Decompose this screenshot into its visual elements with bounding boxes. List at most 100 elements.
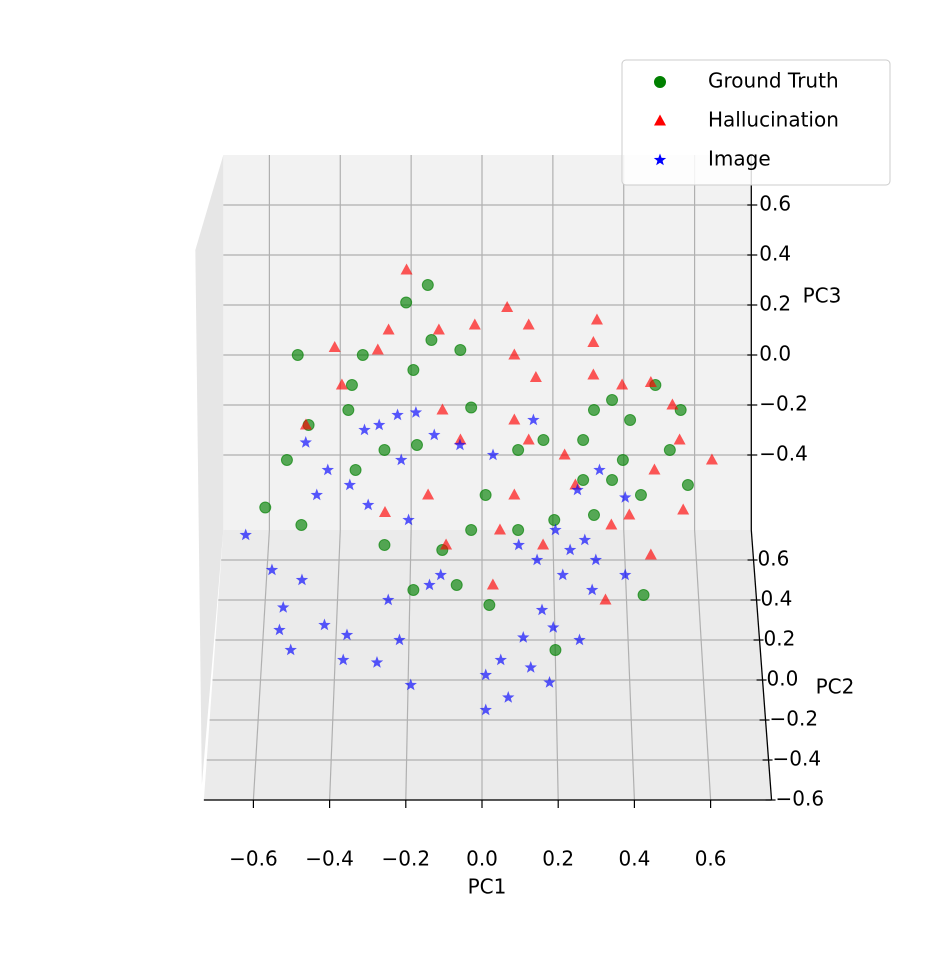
point: [273, 623, 286, 636]
point: [663, 444, 676, 456]
point: [428, 428, 441, 441]
point: [465, 524, 478, 536]
point: [593, 463, 606, 476]
point: [407, 364, 420, 376]
point: [440, 538, 453, 550]
point: [606, 394, 619, 406]
point: [619, 491, 632, 503]
point: [345, 379, 358, 391]
point: [573, 633, 586, 646]
point: [407, 584, 420, 596]
point: [284, 643, 297, 656]
point: [590, 313, 603, 325]
legend: Ground Truth Hallucination Image: [621, 59, 891, 186]
point: [606, 474, 619, 486]
back-pane: [223, 155, 752, 530]
point: [395, 453, 408, 466]
point: [373, 418, 386, 431]
point: [421, 279, 434, 291]
x-tick-label: 0.6: [695, 847, 727, 871]
point: [508, 488, 521, 500]
point: [432, 323, 445, 335]
x-tick-label: −0.4: [305, 847, 354, 871]
point: [577, 474, 590, 486]
point: [549, 523, 562, 536]
point: [422, 488, 435, 500]
point: [587, 509, 600, 521]
y-tick-label: −0.4: [773, 747, 822, 771]
point: [508, 413, 521, 425]
axes: −0.6 −0.4 −0.2 0.0 0.2 0.4 0.6 −0.6 −0.4 −0.2 0.0 0…: [203, 155, 825, 871]
point: [673, 433, 686, 445]
point: [537, 434, 550, 446]
point: [479, 489, 492, 501]
point: [295, 519, 308, 531]
point: [623, 508, 636, 520]
point: [674, 404, 687, 416]
legend-label: Ground Truth: [708, 69, 839, 93]
point: [299, 418, 312, 430]
point: [291, 349, 304, 361]
grid-line: [329, 529, 341, 801]
point: [409, 406, 423, 418]
point: [524, 661, 537, 673]
point: [468, 318, 481, 330]
point: [483, 599, 496, 611]
point: [644, 376, 657, 387]
point: [587, 404, 600, 416]
point: [522, 318, 535, 330]
point: [512, 444, 525, 456]
point: [342, 404, 355, 416]
point: [400, 263, 413, 275]
point: [530, 553, 544, 566]
point: [328, 341, 341, 352]
point: [259, 501, 272, 514]
point: [479, 703, 492, 716]
y-tick-label: 0.0: [767, 667, 799, 691]
point: [358, 423, 371, 436]
point: [402, 513, 415, 526]
point: [527, 413, 540, 426]
point: [434, 568, 447, 581]
point: [310, 488, 323, 501]
point: [486, 578, 499, 590]
point: [337, 653, 350, 666]
x-tick-label: 0.0: [466, 847, 498, 871]
point: [587, 336, 600, 347]
point: [677, 503, 690, 515]
point: [349, 464, 362, 476]
point: [605, 518, 618, 530]
x-tick-label: −0.2: [382, 847, 431, 871]
point: [299, 436, 312, 448]
point: [522, 433, 535, 445]
point: [558, 448, 571, 460]
point: [494, 653, 507, 666]
point: [321, 463, 334, 476]
point: [616, 378, 629, 390]
point: [343, 478, 357, 491]
point: [599, 593, 612, 605]
point: [425, 334, 438, 346]
point: [529, 371, 542, 382]
point: [378, 506, 391, 517]
point: [400, 296, 413, 309]
point: [371, 343, 384, 355]
point: [450, 579, 463, 591]
grid-line: [252, 529, 271, 801]
x-axis-label: PC1: [468, 875, 507, 899]
point: [666, 398, 679, 410]
point: [589, 553, 603, 566]
point: [335, 378, 348, 390]
point: [543, 676, 556, 688]
z-tick-label: −0.4: [759, 442, 808, 466]
y-tick-label: −0.6: [776, 787, 825, 811]
point: [578, 533, 591, 546]
point: [486, 448, 500, 461]
point: [648, 463, 661, 475]
legend-marker: [654, 76, 666, 88]
point: [493, 523, 506, 535]
point: [436, 403, 449, 415]
y-axis-line: [750, 529, 773, 801]
point: [410, 439, 423, 451]
z-tick-label: 0.4: [759, 242, 791, 266]
